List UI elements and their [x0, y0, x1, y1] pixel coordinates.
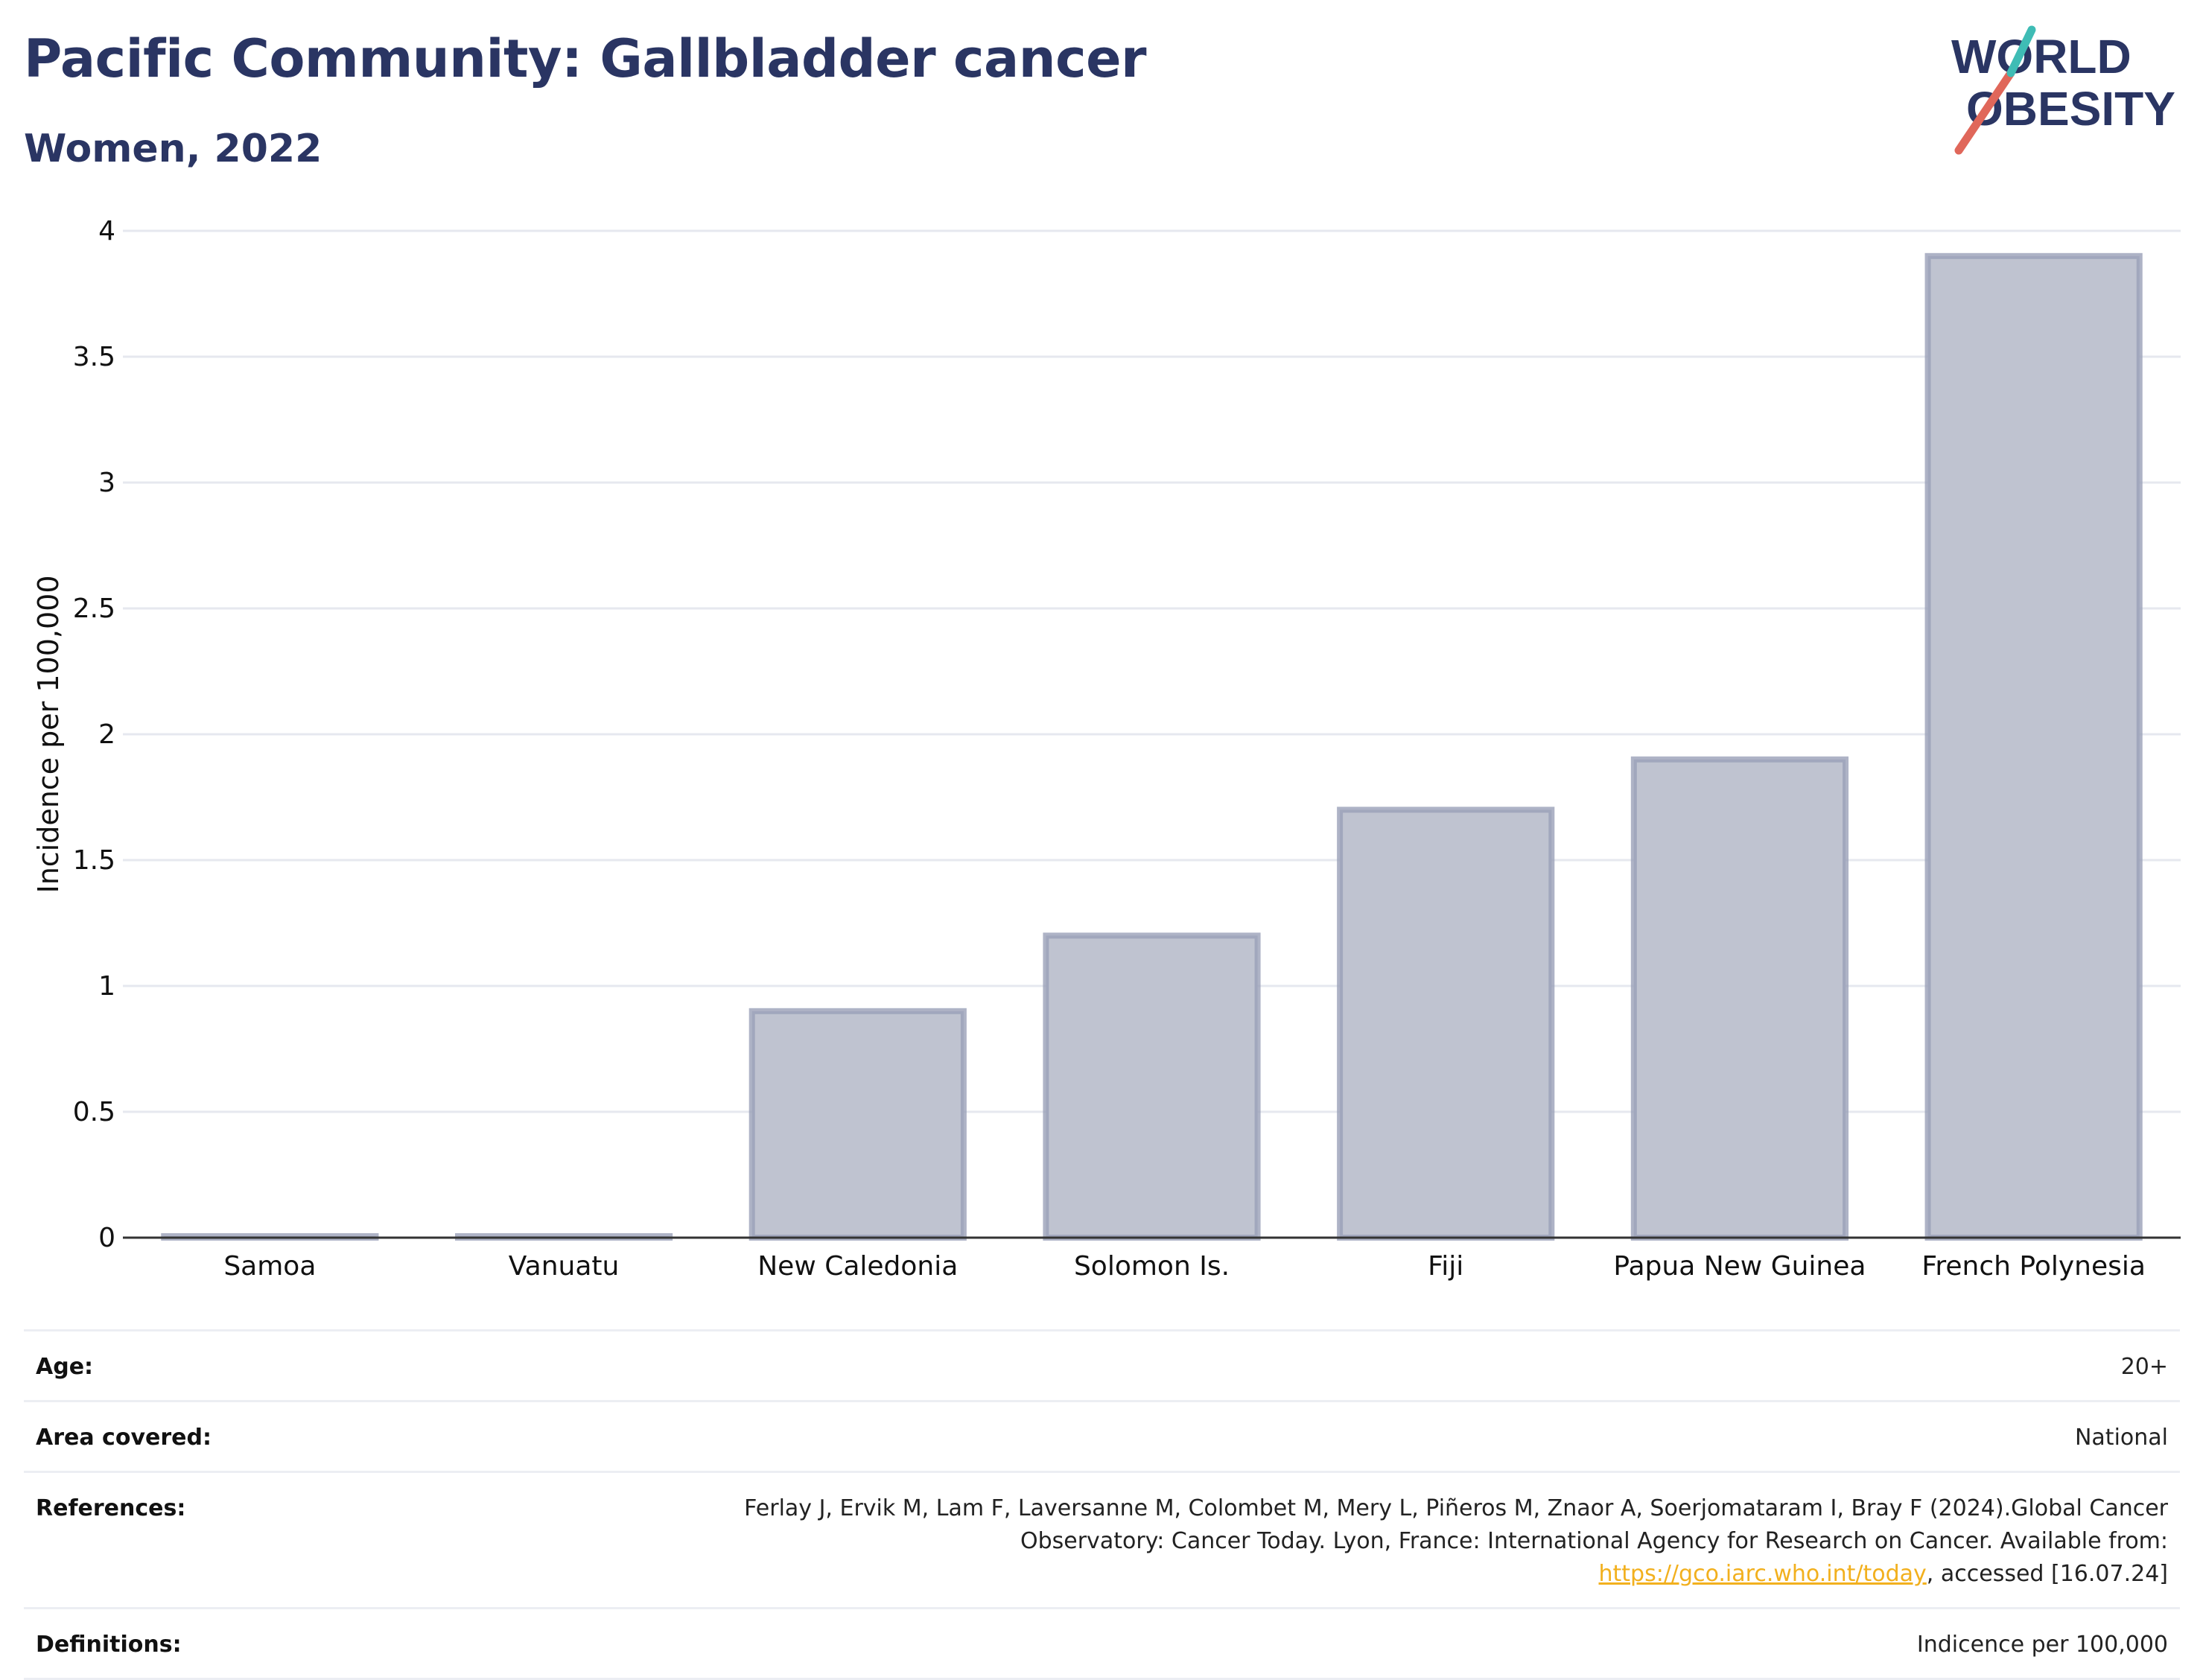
y-tick-label: 1.5 [73, 845, 115, 876]
age-label: Age: [36, 1354, 94, 1380]
bar [1043, 932, 1261, 1241]
y-tick-label: 0.5 [73, 1097, 115, 1127]
x-tick-label: New Caledonia [757, 1251, 958, 1282]
chart-title: Pacific Community: Gallbladder cancer [24, 28, 1147, 89]
meta-row-age: Age: 20+ [24, 1329, 2180, 1400]
references-value: Ferlay J, Ervik M, Lam F, Laversanne M, … [678, 1492, 2168, 1591]
x-tick-label: Vanuatu [509, 1251, 620, 1282]
y-tick-label: 4 [98, 216, 115, 246]
x-tick-label: Papua New Guinea [1613, 1251, 1866, 1282]
y-tick-label: 1 [98, 971, 115, 1002]
y-tick-label: 3 [98, 468, 115, 498]
area-value: National [2074, 1425, 2168, 1451]
references-label: References: [36, 1495, 186, 1521]
references-link[interactable]: https://gco.iarc.who.int/today [1598, 1561, 1927, 1587]
bar [748, 1008, 967, 1241]
x-tick-label: Solomon Is. [1074, 1251, 1230, 1282]
axes: 0 0.5 1 1.5 2 2.5 3 3.5 4 Samoa Vanuatu New Caledon… [73, 216, 2181, 1282]
area-label: Area covered: [36, 1425, 212, 1451]
x-tick-label: Samoa [223, 1251, 316, 1282]
bar [1630, 756, 1849, 1241]
definitions-label: Definitions: [36, 1632, 182, 1658]
y-tick-label: 0 [98, 1223, 115, 1253]
bars [161, 252, 2143, 1241]
world-obesity-logo: WORLD OBESITY [1951, 25, 2175, 155]
meta-row-area: Area covered: National [24, 1400, 2180, 1471]
y-tick-label: 2.5 [73, 594, 115, 624]
bar [1924, 252, 2143, 1241]
definitions-value: Indicence per 100,000 [1916, 1632, 2168, 1658]
y-tick-label: 2 [98, 719, 115, 750]
bar [1337, 806, 1555, 1241]
logo-line1: WORLD [1951, 30, 2132, 83]
meta-row-references: References: Ferlay J, Ervik M, Lam F, La… [24, 1471, 2180, 1607]
x-tick-label: French Polynesia [1921, 1251, 2146, 1282]
y-axis-label: Incidence per 100,000 [32, 575, 65, 893]
references-accessed: , accessed [16.07.24] [1926, 1561, 2168, 1587]
references-text: Ferlay J, Ervik M, Lam F, Laversanne M, … [744, 1495, 2168, 1554]
x-tick-label: Fiji [1428, 1251, 1463, 1282]
age-value: 20+ [2120, 1354, 2168, 1380]
bar-chart: 0 0.5 1 1.5 2 2.5 3 3.5 4 Samoa Vanuatu New Caledon… [32, 216, 2181, 1282]
logo-slash-red-icon [1954, 69, 2015, 155]
y-tick-label: 3.5 [73, 342, 115, 372]
metadata-table: Age: 20+ Area covered: National Referenc… [24, 1329, 2180, 1680]
chart-subtitle: Women, 2022 [24, 127, 322, 171]
meta-row-definitions: Definitions: Indicence per 100,000 [24, 1607, 2180, 1680]
logo-slash-teal-icon [2006, 25, 2036, 77]
